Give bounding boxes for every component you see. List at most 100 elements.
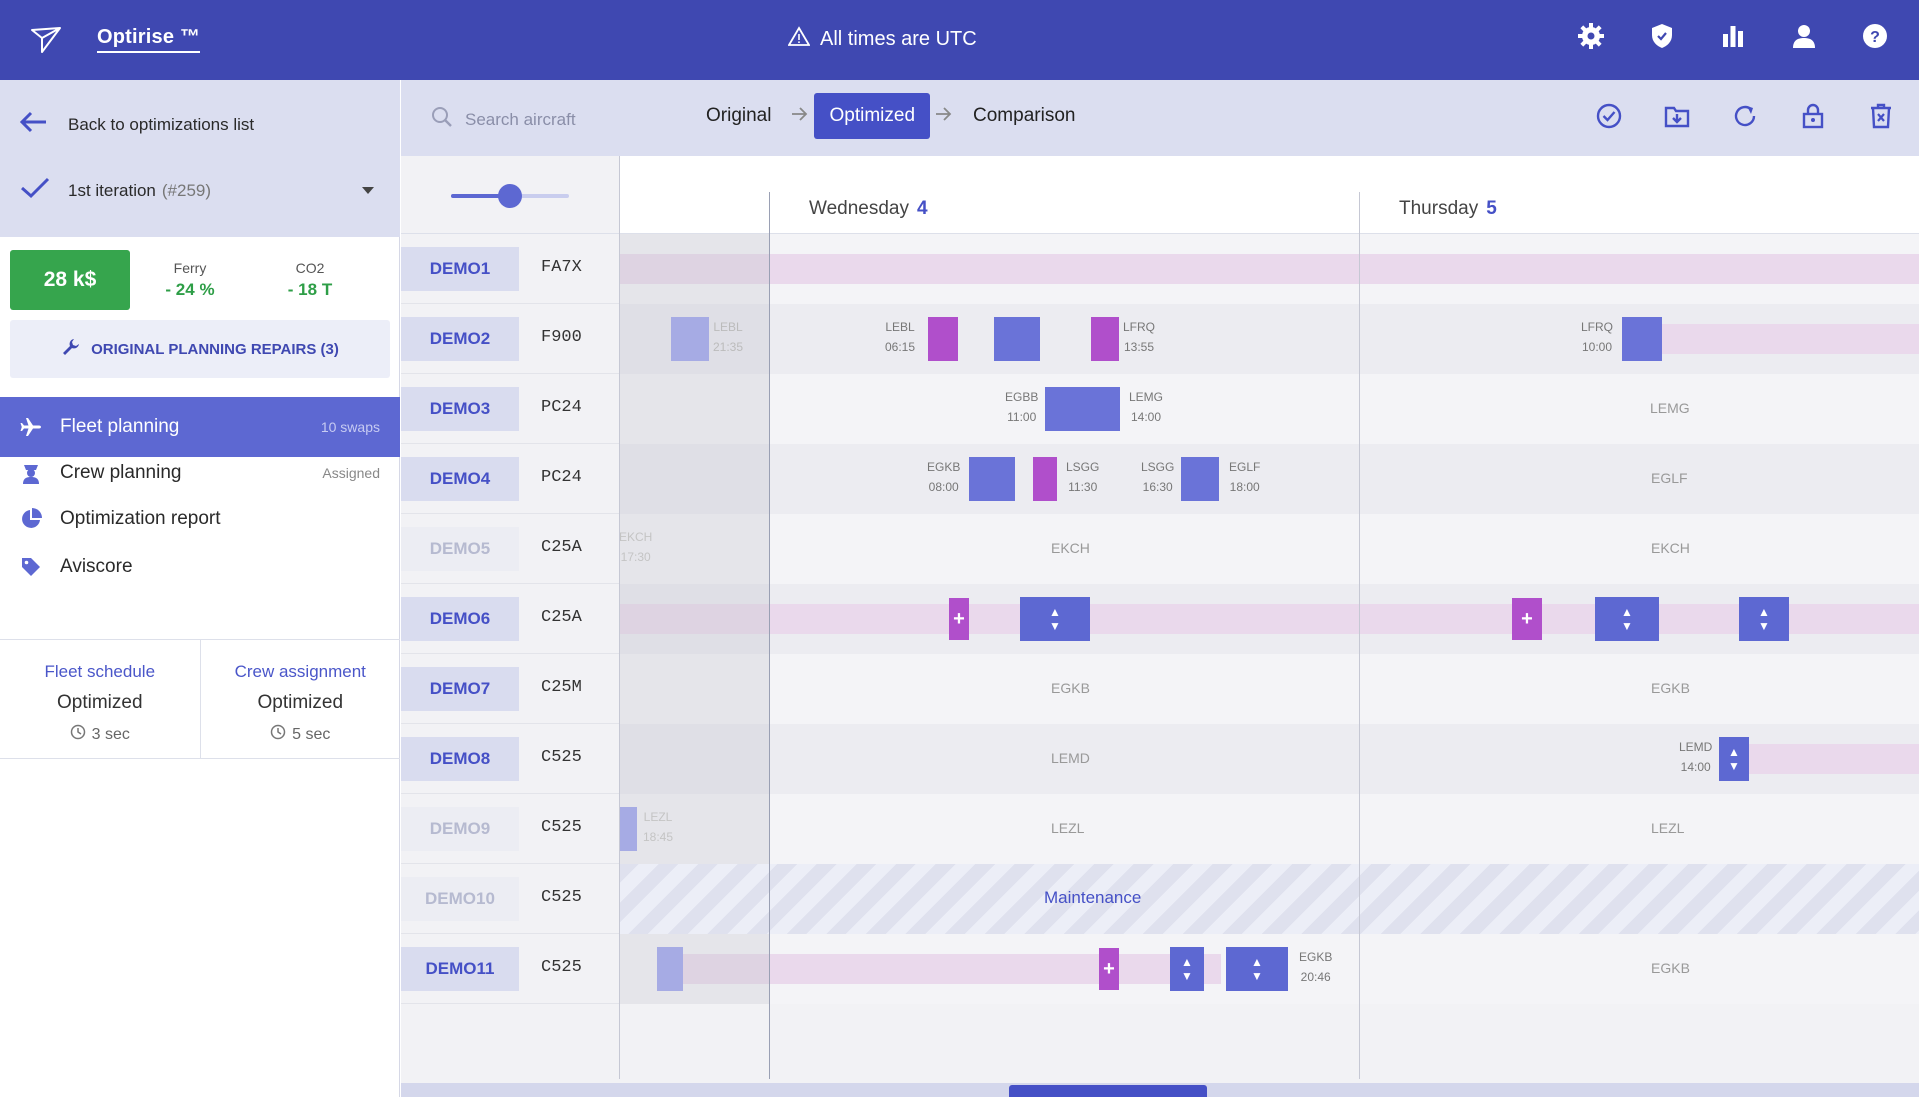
flight-block[interactable] [928, 317, 958, 361]
airport-code: LEBL [713, 320, 743, 334]
aircraft-registration[interactable]: DEMO6 [401, 597, 519, 641]
search-input[interactable] [465, 109, 645, 130]
utc-notice-text: All times are UTC [820, 27, 977, 50]
airport-label: LEMD 14:00 [1679, 737, 1712, 777]
horizontal-scrollbar[interactable] [401, 1083, 1919, 1097]
aircraft-type: C25A [541, 608, 582, 627]
airport-label: LEBL 21:35 [713, 317, 743, 357]
aircraft-registration[interactable]: DEMO11 [401, 947, 519, 991]
swap-button[interactable]: ▲ ▼ [1170, 947, 1204, 991]
sidebar-item-fleet-planning[interactable]: Fleet planning 10 swaps [0, 397, 400, 457]
add-flight-button[interactable]: + [949, 598, 969, 640]
arrow-left-icon [18, 110, 48, 139]
sidebar-item-crew-planning[interactable]: Crew planning Assigned [0, 443, 400, 503]
aircraft-registration[interactable]: DEMO1 [401, 247, 519, 291]
back-to-list-link[interactable]: Back to optimizations list [18, 110, 254, 139]
scrollbar-thumb[interactable] [1009, 1085, 1207, 1097]
swap-button[interactable]: ▲ ▼ [1719, 737, 1749, 781]
tab-original[interactable]: Original [706, 105, 772, 126]
zoom-slider-handle[interactable] [498, 184, 522, 208]
zoom-slider-fill [451, 194, 510, 198]
shield-icon[interactable] [1648, 22, 1676, 50]
tab-comparison[interactable]: Comparison [973, 105, 1076, 126]
aircraft-row: LEMD LEMD 14:00 ▲ ▼ DEMO8 C525 [401, 724, 1919, 794]
past-shading [619, 514, 769, 584]
nav-label: Aviscore [60, 556, 133, 577]
fleet-schedule-link[interactable]: Fleet schedule [44, 662, 156, 681]
airport-time: 21:35 [713, 340, 744, 354]
flight-block[interactable] [619, 807, 637, 851]
airport-label: EGLF 18:00 [1229, 457, 1260, 497]
past-shading [619, 934, 769, 1004]
row-timeline [619, 444, 1919, 514]
aircraft-registration[interactable]: DEMO2 [401, 317, 519, 361]
tab-optimized[interactable]: Optimized [814, 93, 931, 139]
nav-label: Optimization report [60, 508, 221, 529]
sidebar-item-optimization-report[interactable]: Optimization report [0, 489, 400, 549]
caret-down-icon[interactable] [361, 181, 375, 201]
aircraft-rows: DEMO1 FA7X LEBL 21:35 LEBL 06:15 LFRQ 13:55… [401, 234, 1919, 1004]
add-flight-button[interactable]: + [1512, 598, 1542, 640]
arrow-right-icon [935, 105, 953, 127]
aircraft-registration[interactable]: DEMO4 [401, 457, 519, 501]
swap-button[interactable]: ▲ ▼ [1226, 947, 1288, 991]
airport-time: 08:00 [928, 480, 959, 494]
airport-time: 06:15 [885, 340, 916, 354]
flight-block[interactable] [1045, 387, 1120, 431]
flight-block[interactable] [994, 317, 1040, 361]
day-number: 5 [1486, 198, 1497, 219]
aircraft-type: F900 [541, 328, 582, 347]
help-icon[interactable]: ? [1861, 22, 1889, 50]
flight-block[interactable] [1181, 457, 1219, 501]
past-shading [619, 654, 769, 724]
airport-code: EGLF [1229, 460, 1261, 474]
paper-plane-logo-icon[interactable] [30, 24, 62, 56]
aircraft-row: EGKB EGKB DEMO7 C25M [401, 654, 1919, 724]
user-icon[interactable] [1790, 22, 1818, 50]
delete-icon[interactable] [1867, 102, 1895, 130]
aircraft-registration[interactable]: DEMO10 [401, 877, 519, 921]
aircraft-row: DEMO1 FA7X [401, 234, 1919, 304]
cost-badge: 28 k$ [10, 250, 130, 310]
search-aircraft [431, 106, 645, 133]
crew-assignment-status: Crew assignment Optimized 5 sec [199, 640, 401, 758]
crew-assignment-link[interactable]: Crew assignment [234, 662, 366, 681]
arrow-right-icon [791, 105, 809, 127]
airport-code: LSGG [1066, 460, 1100, 474]
flight-block[interactable] [1622, 317, 1662, 361]
sidebar-item-aviscore[interactable]: Aviscore [0, 537, 400, 597]
bar-chart-icon[interactable] [1719, 22, 1747, 50]
iteration-select[interactable]: 1st iteration (#259) [20, 177, 375, 204]
aircraft-registration[interactable]: DEMO7 [401, 667, 519, 711]
airport-code: EGKB [1651, 680, 1690, 696]
download-icon[interactable] [1663, 102, 1691, 130]
swap-button[interactable]: ▲ ▼ [1739, 597, 1789, 641]
flight-block[interactable] [1033, 457, 1057, 501]
past-shading [619, 794, 769, 864]
aircraft-row: EGBB 11:00 LEMG 14:00 LEMG DEMO3 PC24 [401, 374, 1919, 444]
original-planning-repairs-button[interactable]: ORIGINAL PLANNING REPAIRS (3) [10, 320, 390, 378]
airport-time: 10:00 [1581, 340, 1613, 354]
lock-icon[interactable] [1799, 102, 1827, 130]
aircraft-registration[interactable]: DEMO9 [401, 807, 519, 851]
airport-code: LEMD [1679, 740, 1713, 754]
day-thursday: Thursday 5 [1399, 198, 1497, 220]
airport-code: EGBB [1005, 390, 1039, 404]
row-timeline [619, 654, 1919, 724]
check-circle-icon[interactable] [1595, 102, 1623, 130]
aircraft-registration[interactable]: DEMO5 [401, 527, 519, 571]
maintenance-block[interactable] [619, 864, 1919, 934]
brand-name[interactable]: Optirise ™ [97, 26, 201, 53]
refresh-icon[interactable] [1731, 102, 1759, 130]
aircraft-registration[interactable]: DEMO8 [401, 737, 519, 781]
add-flight-button[interactable]: + [1099, 948, 1119, 990]
flight-block[interactable] [671, 317, 709, 361]
swap-button[interactable]: ▲ ▼ [1020, 597, 1090, 641]
flight-block[interactable] [1091, 317, 1119, 361]
swap-button[interactable]: ▲ ▼ [1595, 597, 1659, 641]
gear-icon[interactable] [1577, 22, 1605, 50]
flight-block[interactable] [657, 947, 683, 991]
aircraft-registration[interactable]: DEMO3 [401, 387, 519, 431]
flight-block[interactable] [969, 457, 1015, 501]
aircraft-type: C525 [541, 958, 582, 977]
